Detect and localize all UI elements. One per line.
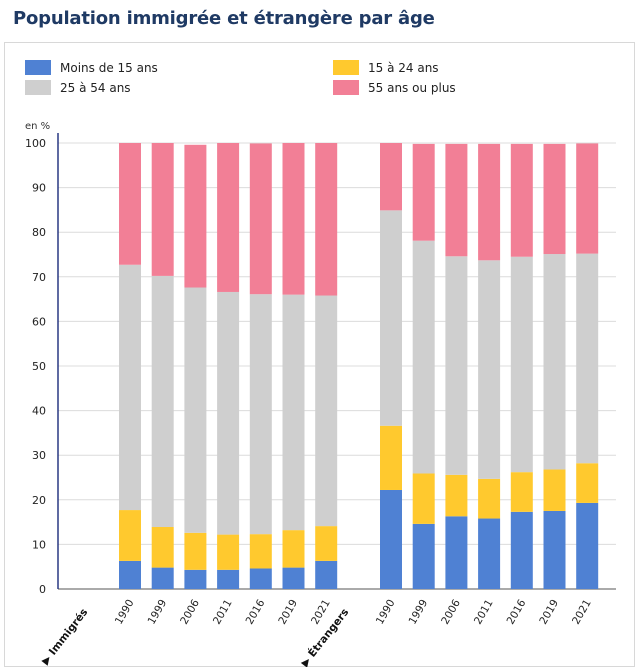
bar-segment	[315, 560, 338, 589]
legend-label: 15 à 24 ans	[368, 60, 439, 75]
bar-segment	[478, 518, 501, 589]
x-tick-label: 2019	[537, 598, 561, 627]
y-tick-label: 100	[25, 137, 46, 150]
y-tick-label: 70	[32, 271, 46, 284]
bar-segment	[217, 143, 240, 292]
x-tick-label: 2011	[472, 598, 496, 627]
bar-segment	[282, 567, 305, 589]
bar-segment	[119, 143, 141, 265]
bar-segment	[249, 534, 272, 569]
bar-segment	[249, 568, 272, 589]
y-axis-label: en %	[25, 121, 50, 132]
legend-label: 55 ans ou plus	[368, 80, 456, 95]
legend-item-under-15: Moins de 15 ans	[25, 60, 158, 75]
legend-item-55-plus: 55 ans ou plus	[333, 80, 456, 95]
bar-segment	[380, 489, 402, 589]
bar-segment	[380, 210, 402, 426]
y-tick-label: 0	[39, 583, 46, 596]
bar-segment	[576, 502, 599, 589]
bar-segment	[543, 143, 566, 255]
bar-segment	[184, 569, 207, 589]
legend-swatch	[25, 60, 51, 75]
bar-segment	[412, 143, 435, 241]
bar-segment	[478, 260, 501, 479]
x-tick-label: 2021	[570, 598, 594, 627]
bar-segment	[543, 510, 566, 589]
x-tick-label: 2019	[276, 598, 300, 627]
bar-segment	[282, 530, 305, 568]
bar-segment	[445, 143, 468, 257]
bar-segment	[576, 143, 599, 254]
x-tick-label: 2006	[439, 597, 463, 626]
bar-segment	[119, 510, 141, 561]
group-label: ▶ Immigrés	[40, 606, 91, 666]
legend-swatch	[333, 60, 359, 75]
legend-label: Moins de 15 ans	[60, 60, 158, 75]
x-tick-label: 1990	[113, 598, 137, 627]
bar-segment	[315, 526, 338, 561]
legend-swatch	[25, 80, 51, 95]
bar-segment	[282, 143, 305, 295]
bar-segment	[217, 291, 240, 535]
y-tick-label: 60	[32, 315, 46, 328]
x-tick-label: 1990	[374, 598, 398, 627]
bar-segment	[249, 143, 272, 295]
y-tick-label: 40	[32, 405, 46, 418]
bar-segment	[576, 463, 599, 503]
bar-segment	[445, 474, 468, 517]
bar-segment	[543, 254, 566, 470]
x-tick-label: 2006	[178, 597, 202, 626]
legend-label: 25 à 54 ans	[60, 80, 131, 95]
bar-segment	[315, 295, 338, 527]
bar-segment	[282, 294, 305, 531]
x-tick-label: 2011	[211, 598, 235, 627]
bar-segment	[380, 143, 402, 211]
bar-segment	[412, 523, 435, 589]
bar-segment	[510, 143, 533, 257]
bar-segment	[445, 256, 468, 475]
bar-segment	[151, 527, 174, 568]
bar-segment	[412, 473, 435, 524]
bar-segment	[217, 569, 240, 589]
y-tick-label: 10	[32, 538, 46, 551]
y-tick-label: 80	[32, 226, 46, 239]
bar-segment	[119, 264, 141, 511]
x-tick-label: 1999	[146, 598, 170, 627]
bar-segment	[184, 144, 207, 288]
bar-segment	[576, 253, 599, 464]
legend-swatch	[333, 80, 359, 95]
bar-segment	[184, 532, 207, 570]
bar-segment	[217, 534, 240, 570]
legend-item-25-54: 25 à 54 ans	[25, 80, 131, 95]
x-tick-label: 2016	[244, 597, 268, 626]
y-tick-label: 20	[32, 494, 46, 507]
bar-segment	[184, 287, 207, 533]
bar-segment	[510, 511, 533, 589]
x-tick-label: 2016	[505, 597, 529, 626]
bar-segment	[151, 275, 174, 528]
bar-segment	[380, 425, 402, 490]
bar-segment	[478, 478, 501, 519]
bar-segment	[315, 143, 338, 296]
bar-segment	[151, 143, 174, 276]
y-tick-label: 90	[32, 182, 46, 195]
bar-segment	[510, 256, 533, 473]
bar-segment	[249, 294, 272, 535]
bar-segment	[445, 516, 468, 589]
y-tick-label: 50	[32, 360, 46, 373]
x-tick-label: 1999	[407, 598, 431, 627]
legend-item-15-24: 15 à 24 ans	[333, 60, 439, 75]
y-tick-label: 30	[32, 449, 46, 462]
bar-segment	[412, 240, 435, 474]
bar-segment	[151, 567, 174, 589]
bar-segment	[119, 560, 141, 589]
chart-title: Population immigrée et étrangère par âge	[13, 8, 435, 29]
bar-segment	[510, 472, 533, 512]
bar-segment	[478, 143, 501, 261]
bar-segment	[543, 469, 566, 511]
